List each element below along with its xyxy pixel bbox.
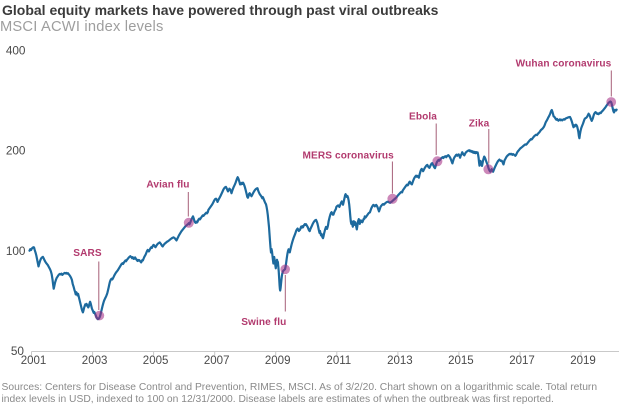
- svg-text:100: 100: [6, 244, 26, 258]
- svg-text:2019: 2019: [570, 355, 596, 367]
- svg-text:Swine flu: Swine flu: [241, 317, 286, 328]
- svg-text:2001: 2001: [21, 355, 47, 367]
- svg-text:2013: 2013: [387, 355, 413, 367]
- svg-text:200: 200: [6, 144, 26, 158]
- svg-text:2011: 2011: [326, 355, 351, 367]
- svg-text:400: 400: [6, 44, 26, 58]
- svg-text:SARS: SARS: [73, 248, 102, 259]
- svg-text:50: 50: [11, 344, 25, 358]
- svg-text:2009: 2009: [265, 355, 291, 367]
- svg-text:Avian flu: Avian flu: [146, 180, 189, 191]
- svg-text:2017: 2017: [509, 355, 535, 367]
- svg-text:Ebola: Ebola: [409, 112, 437, 123]
- svg-text:2003: 2003: [82, 355, 108, 367]
- svg-text:2005: 2005: [143, 355, 169, 367]
- svg-text:2007: 2007: [204, 355, 230, 367]
- svg-text:2015: 2015: [448, 355, 474, 367]
- svg-text:Zika: Zika: [469, 119, 490, 130]
- svg-text:MERS coronavirus: MERS coronavirus: [303, 151, 395, 162]
- svg-text:Wuhan coronavirus: Wuhan coronavirus: [516, 58, 612, 69]
